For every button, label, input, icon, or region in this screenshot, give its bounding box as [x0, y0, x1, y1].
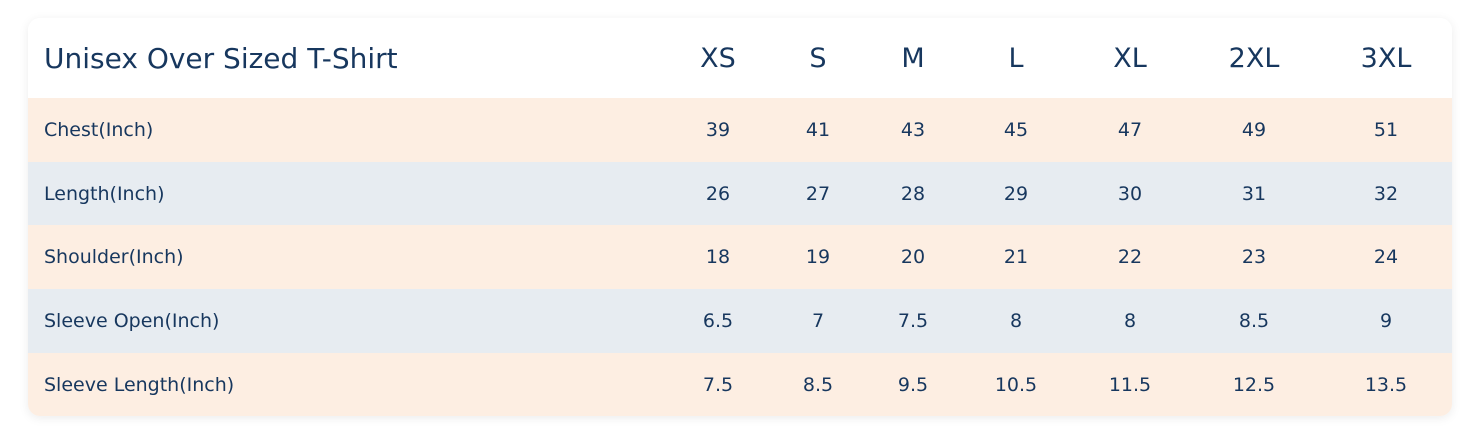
column-header: XS: [700, 42, 736, 74]
cell-value: 49: [1241, 119, 1267, 141]
column-header: L: [1008, 42, 1024, 74]
cell-value: 12.5: [1232, 373, 1276, 396]
row-label: Sleeve Length(Inch): [44, 373, 235, 396]
cell-value: 7.5: [897, 310, 929, 332]
cell-value: 23: [1241, 246, 1267, 268]
cell-value: 31: [1241, 182, 1267, 205]
table-row: Sleeve Length(Inch) 7.5 8.5 9.5 10.5 11.5 12.5…: [28, 353, 1452, 416]
cell-value: 20: [900, 246, 926, 268]
cell-value: 9.5: [897, 373, 929, 396]
cell-value: 45: [1003, 119, 1029, 141]
cell-value: 51: [1373, 119, 1399, 141]
cell-value: 24: [1373, 246, 1399, 268]
column-header: S: [809, 42, 827, 74]
cell-value: 39: [705, 119, 731, 141]
size-chart: Unisex Over Sized T-Shirt XS S M L XL 2XL 3XL …: [28, 18, 1452, 416]
cell-value: 8.5: [1238, 310, 1270, 332]
cell-value: 18: [705, 246, 731, 268]
cell-value: 8.5: [802, 373, 834, 396]
cell-value: 27: [805, 182, 831, 205]
header-row: Unisex Over Sized T-Shirt XS S M L XL 2XL 3XL: [28, 18, 1452, 98]
cell-value: 41: [805, 119, 831, 141]
cell-value: 26: [705, 182, 731, 205]
cell-value: 30: [1117, 182, 1143, 205]
cell-value: 9: [1379, 310, 1393, 332]
cell-value: 8: [1123, 310, 1137, 332]
row-label: Sleeve Open(Inch): [44, 310, 220, 332]
column-header: 3XL: [1360, 42, 1412, 74]
table-row: Chest(Inch) 39 41 43 45 47 49 51: [28, 98, 1452, 162]
column-header: M: [901, 42, 925, 74]
cell-value: 7: [811, 310, 825, 332]
cell-value: 21: [1003, 246, 1029, 268]
cell-value: 8: [1009, 310, 1023, 332]
row-label: Chest(Inch): [44, 119, 154, 141]
cell-value: 11.5: [1108, 373, 1152, 396]
row-label: Length(Inch): [44, 182, 165, 205]
column-header: XL: [1113, 42, 1147, 74]
cell-value: 22: [1117, 246, 1143, 268]
cell-value: 7.5: [702, 373, 734, 396]
table-row: Sleeve Open(Inch) 6.5 7 7.5 8 8 8.5 9: [28, 289, 1452, 353]
table-row: Shoulder(Inch) 18 19 20 21 22 23 24: [28, 225, 1452, 289]
cell-value: 32: [1373, 182, 1399, 205]
cell-value: 10.5: [994, 373, 1038, 396]
cell-value: 19: [805, 246, 831, 268]
table-row: Length(Inch) 26 27 28 29 30 31 32: [28, 162, 1452, 225]
row-label: Shoulder(Inch): [44, 246, 184, 268]
cell-value: 28: [900, 182, 926, 205]
cell-value: 6.5: [702, 310, 734, 332]
cell-value: 29: [1003, 182, 1029, 205]
column-header: 2XL: [1228, 42, 1280, 74]
table-title: Unisex Over Sized T-Shirt: [44, 41, 398, 75]
cell-value: 43: [900, 119, 926, 141]
cell-value: 47: [1117, 119, 1143, 141]
cell-value: 13.5: [1364, 373, 1408, 396]
